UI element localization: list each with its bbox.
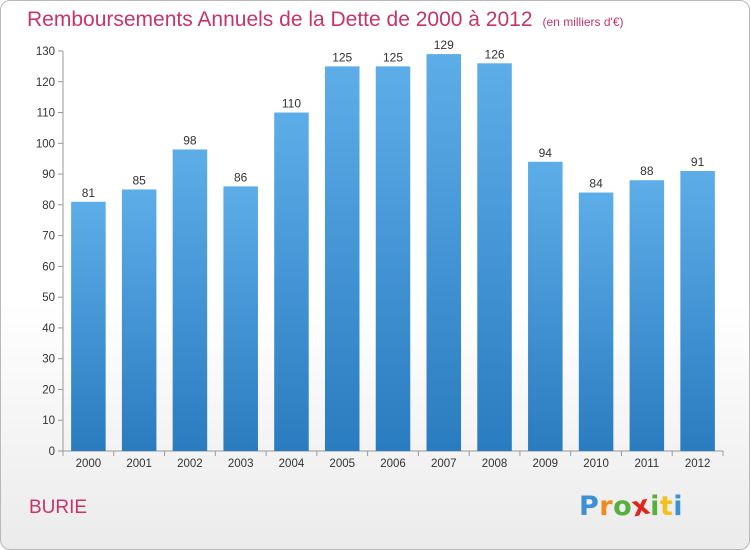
- value-label-2002: 98: [183, 133, 197, 147]
- y-tick-label: 0: [49, 446, 55, 458]
- x-tick-label-2005: 2005: [329, 458, 355, 470]
- value-label-2003: 86: [234, 170, 248, 184]
- y-axis: 0 10 20 30 40 50 60 70 80 90 100 110 120 130: [36, 46, 64, 458]
- y-tick-label: 130: [36, 46, 55, 58]
- x-tick-label-2008: 2008: [482, 458, 508, 470]
- commune-name: BURIE: [29, 497, 88, 518]
- x-tick-label-2011: 2011: [634, 458, 659, 470]
- y-tick-label: 120: [36, 77, 55, 89]
- value-label-2001: 85: [132, 173, 146, 187]
- x-tick-label-2007: 2007: [431, 458, 457, 470]
- x-axis: 2000 2001 2002 2003 2004 2005 2006 2007 2008 2009…: [62, 450, 724, 470]
- y-tick-label: 50: [42, 292, 55, 304]
- value-label-2005: 125: [332, 50, 352, 64]
- bar-2007: [426, 54, 462, 451]
- chart-title-text: Remboursements Annuels de la Dette de 20…: [27, 8, 533, 31]
- logo-letter: P: [579, 491, 600, 522]
- y-tick-label: 70: [42, 231, 55, 243]
- chart-unit-text: (en milliers d'€): [542, 15, 624, 29]
- x-tick-label-2010: 2010: [583, 458, 609, 470]
- x-tick-label-2009: 2009: [533, 458, 559, 470]
- chart-title: Remboursements Annuels de la Dette de 20…: [27, 8, 624, 32]
- x-tick-label-2006: 2006: [380, 458, 406, 470]
- value-label-2009: 94: [539, 146, 553, 160]
- y-tick-label: 40: [42, 323, 55, 335]
- bar-2012: [680, 171, 715, 451]
- logo-letter: r: [599, 491, 614, 522]
- value-label-2008: 126: [485, 47, 505, 61]
- bar-2000: [71, 201, 106, 451]
- bar-2004: [274, 112, 309, 452]
- y-tick-label: 30: [42, 354, 55, 366]
- bar-2002: [172, 149, 208, 451]
- value-label-2000: 81: [82, 186, 96, 200]
- proxiti-logo[interactable]: Proxiti: [579, 489, 684, 523]
- y-tick-label: 90: [42, 169, 55, 181]
- x-tick-label-2002: 2002: [177, 458, 203, 470]
- x-tick-label-2012: 2012: [685, 458, 711, 470]
- bar-2009: [528, 161, 563, 451]
- bar-2005: [324, 66, 360, 451]
- y-tick-label: 80: [42, 200, 55, 212]
- logo-letter: i: [673, 491, 684, 522]
- y-tick-label: 60: [42, 261, 55, 273]
- value-label-2006: 125: [383, 50, 403, 64]
- logo-letter: i: [650, 491, 660, 522]
- value-label-2007: 129: [434, 38, 454, 52]
- bar-2003: [223, 186, 258, 451]
- bar-2008: [477, 63, 512, 452]
- logo-letter: t: [659, 491, 674, 522]
- value-label-2010: 84: [589, 177, 603, 191]
- x-tick-label-2004: 2004: [279, 458, 305, 470]
- value-label-2011: 88: [640, 164, 654, 178]
- bars: [71, 54, 715, 452]
- y-tick-label: 10: [42, 415, 55, 427]
- bar-2010: [578, 192, 614, 452]
- value-label-2004: 110: [282, 97, 301, 111]
- x-tick-label-2001: 2001: [126, 458, 152, 470]
- logo-letter: o: [613, 491, 633, 522]
- value-labels: 81 85 98 86 110 125 125 129 126 94 84 88 91: [82, 38, 705, 200]
- bar-2001: [121, 189, 157, 451]
- bar-2011: [629, 180, 665, 451]
- x-tick-label-2003: 2003: [228, 458, 254, 470]
- bar-2006: [375, 66, 411, 451]
- y-tick-label: 100: [36, 138, 55, 150]
- y-tick-label: 110: [37, 108, 55, 120]
- x-tick-label-2000: 2000: [76, 458, 102, 470]
- value-label-2012: 91: [691, 155, 705, 169]
- y-tick-label: 20: [42, 384, 55, 396]
